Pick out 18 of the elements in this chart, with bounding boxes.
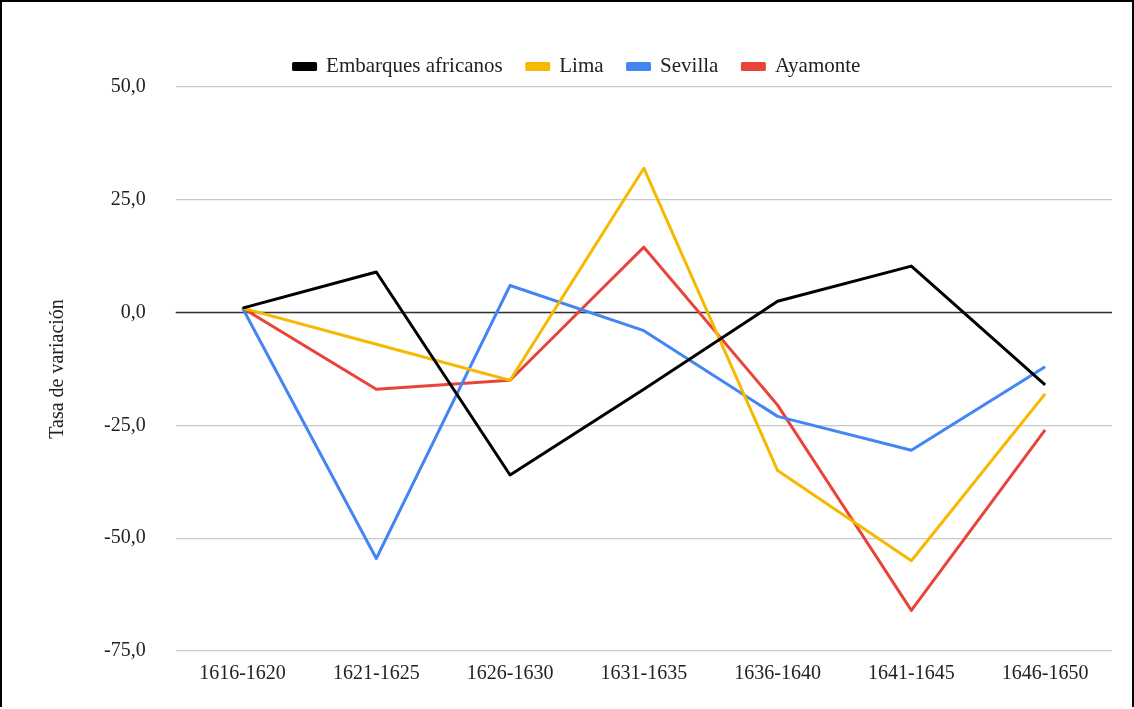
x-tick-label: 1641-1645: [868, 661, 955, 684]
y-tick-label: -50,0: [103, 525, 146, 548]
y-axis-title: Tasa de variación: [45, 299, 68, 439]
x-tick-label: 1616-1620: [199, 661, 286, 684]
x-tick-label: 1636-1640: [734, 661, 821, 684]
y-tick-label: 50,0: [110, 74, 146, 97]
legend-label: Lima: [559, 53, 605, 78]
y-tick-label: 0,0: [120, 299, 146, 322]
y-tick-label: -75,0: [103, 638, 146, 661]
legend-label: Sevilla: [660, 53, 720, 78]
x-tick-label: 1646-1650: [1001, 661, 1089, 684]
x-tick-label: 1621-1625: [332, 661, 420, 684]
y-tick-label: 25,0: [110, 187, 146, 210]
x-tick-label: 1626-1630: [466, 661, 554, 684]
legend-label: Ayamonte: [774, 53, 861, 78]
legend-label: Embarques africanos: [326, 53, 503, 78]
y-tick-label: -25,0: [103, 412, 146, 435]
x-tick-label: 1631-1635: [600, 661, 688, 684]
